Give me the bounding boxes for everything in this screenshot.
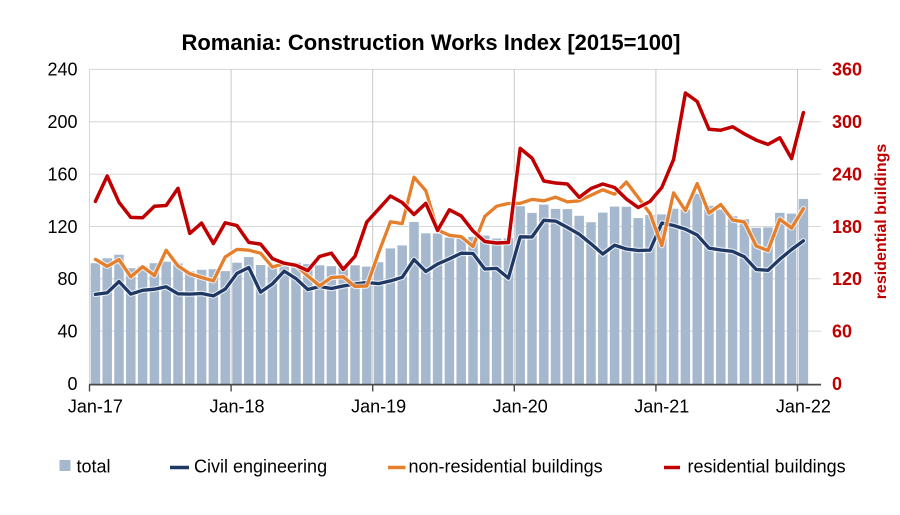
svg-text:0: 0 xyxy=(67,374,77,394)
svg-text:Jan-20: Jan-20 xyxy=(493,397,548,417)
svg-text:120: 120 xyxy=(832,269,862,289)
svg-text:40: 40 xyxy=(57,321,77,341)
svg-text:60: 60 xyxy=(832,321,852,341)
svg-text:Jan-21: Jan-21 xyxy=(634,397,689,417)
svg-text:80: 80 xyxy=(57,269,77,289)
svg-text:300: 300 xyxy=(832,112,862,132)
svg-text:Romania: Construction Works In: Romania: Construction Works Index [2015=… xyxy=(181,30,680,55)
svg-text:0: 0 xyxy=(832,374,842,394)
svg-text:200: 200 xyxy=(47,112,77,132)
svg-text:240: 240 xyxy=(832,164,862,184)
svg-text:Jan-19: Jan-19 xyxy=(351,397,406,417)
svg-text:240: 240 xyxy=(47,60,77,80)
svg-text:160: 160 xyxy=(47,164,77,184)
svg-text:Jan-22: Jan-22 xyxy=(776,397,831,417)
svg-text:total: total xyxy=(77,457,111,477)
svg-text:360: 360 xyxy=(832,60,862,80)
svg-text:non-residential buildings: non-residential buildings xyxy=(409,457,603,477)
svg-text:residential buildings: residential buildings xyxy=(688,457,846,477)
svg-text:residential buildings: residential buildings xyxy=(873,144,890,300)
svg-text:Jan-17: Jan-17 xyxy=(68,397,123,417)
svg-text:Jan-18: Jan-18 xyxy=(209,397,264,417)
svg-text:Civil engineering: Civil engineering xyxy=(194,457,327,477)
svg-text:120: 120 xyxy=(47,217,77,237)
svg-text:180: 180 xyxy=(832,217,862,237)
